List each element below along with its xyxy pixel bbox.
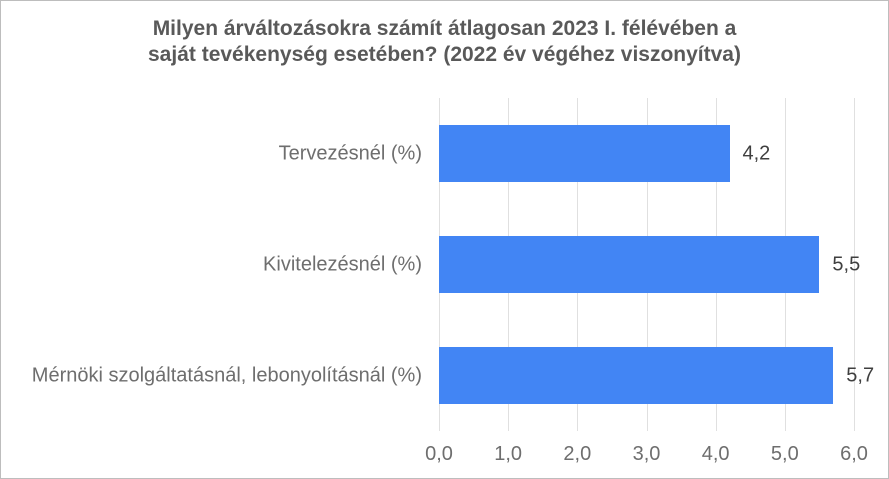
chart-title-line-1: Milyen árváltozásokra számít átlagosan 2…	[152, 17, 737, 40]
bar-value-label: 5,5	[832, 253, 861, 275]
x-tick-label: 2,0	[563, 443, 592, 465]
plot-area: 4,2 5,5 5,7	[439, 98, 874, 431]
x-tick-label: 1,0	[494, 443, 523, 465]
bar	[439, 236, 820, 293]
category-label: Kivitelezésnél (%)	[263, 253, 422, 275]
x-tick-label: 4,0	[701, 443, 730, 465]
category-label: Tervezésnél (%)	[278, 142, 422, 164]
bar	[439, 125, 730, 182]
x-tick-label: 3,0	[632, 443, 661, 465]
chart-title-line-2: saját tevékenység esetében? (2022 év vég…	[148, 43, 741, 66]
chart-title: Milyen árváltozásokra számít átlagosan 2…	[1, 16, 888, 68]
x-tick-label: 6,0	[840, 443, 868, 465]
bar	[439, 347, 834, 404]
category-label: Mérnöki szolgáltatásnál, lebonyolításnál…	[31, 364, 422, 386]
gridline	[854, 98, 855, 431]
bar-value-label: 4,2	[742, 142, 771, 164]
x-tick-label: 5,0	[770, 443, 799, 465]
bar-value-label: 5,7	[846, 364, 875, 386]
x-tick-label: 0,0	[425, 443, 453, 465]
